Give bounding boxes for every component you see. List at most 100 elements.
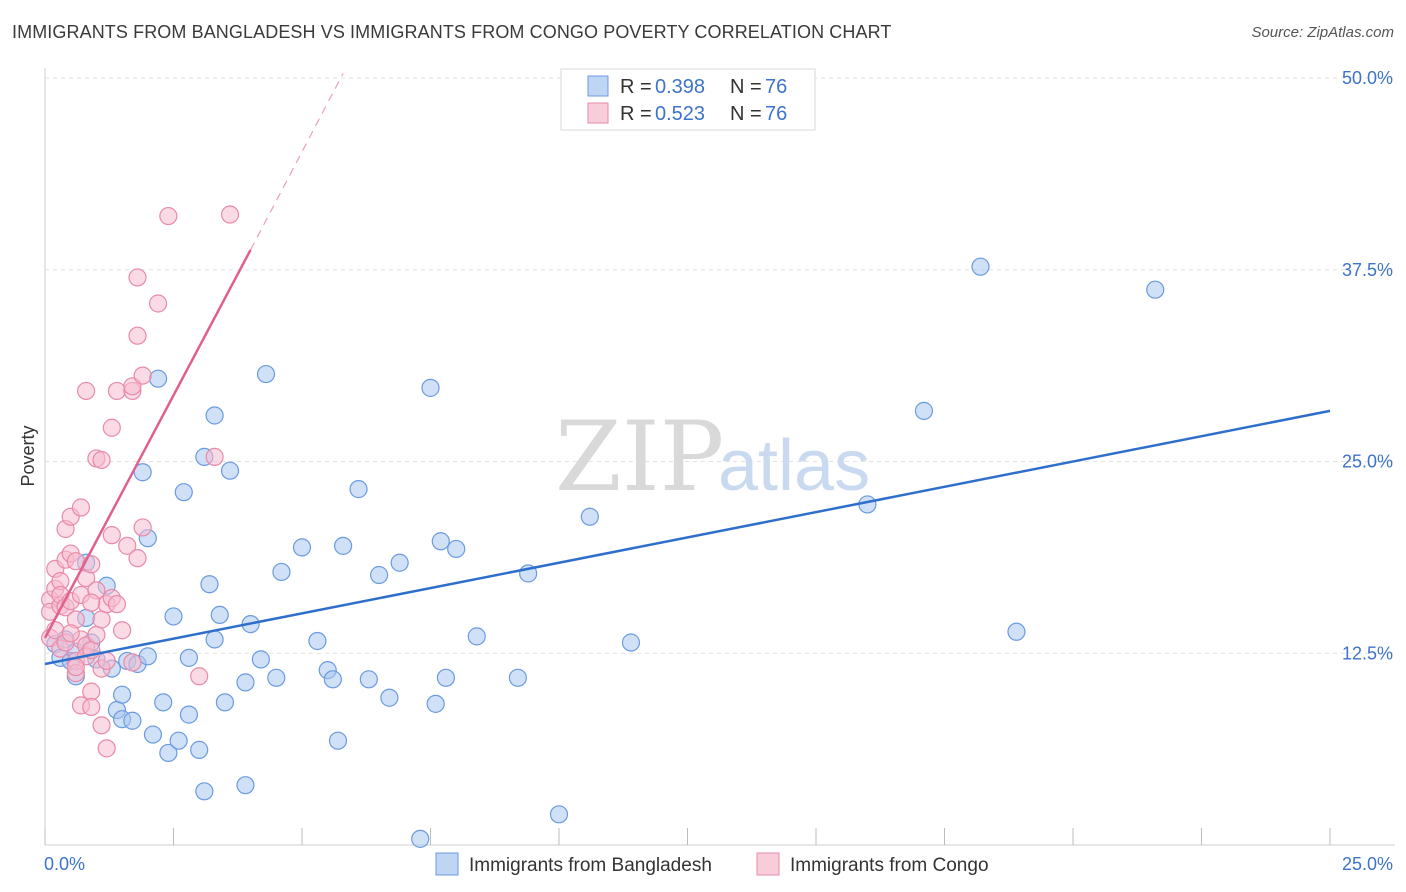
point-0-52 — [349, 480, 368, 499]
point-0-33 — [200, 575, 219, 594]
point-1-59 — [159, 206, 178, 226]
point-1-47 — [107, 381, 127, 401]
trend-line-1 — [43, 249, 252, 639]
point-0-71 — [971, 257, 990, 276]
point-1-41 — [97, 651, 116, 671]
point-1-64 — [61, 624, 80, 643]
point-0-13 — [112, 685, 132, 704]
legend-n-label-0: N = — [730, 76, 767, 98]
y-tick-label-3: 50.0% — [1342, 68, 1393, 88]
point-0-51 — [334, 536, 353, 555]
series-congo — [41, 205, 240, 758]
point-1-61 — [205, 447, 224, 466]
point-0-70 — [914, 401, 934, 420]
point-0-21 — [143, 725, 163, 744]
point-0-26 — [169, 731, 188, 750]
point-1-63 — [66, 657, 85, 677]
x-tick-labels: 0.0% 25.0% — [44, 854, 1393, 874]
point-0-50 — [328, 731, 348, 750]
top-legend: R = 0.398 N = 76 R = 0.523 N = 76 — [560, 68, 816, 131]
point-0-54 — [370, 565, 389, 585]
point-1-53 — [128, 549, 147, 568]
point-0-37 — [215, 693, 234, 712]
point-0-64 — [508, 668, 527, 687]
point-0-43 — [256, 364, 276, 384]
point-1-28 — [77, 381, 96, 401]
point-1-36 — [92, 450, 111, 470]
point-0-69 — [858, 495, 877, 514]
point-0-49 — [323, 670, 342, 689]
point-0-44 — [267, 668, 286, 687]
point-0-38 — [220, 461, 240, 480]
trend-extension-1 — [250, 73, 344, 251]
point-1-51 — [123, 653, 142, 672]
y-axis-label: Poverty — [18, 425, 38, 486]
point-0-47 — [308, 631, 327, 651]
point-0-68 — [621, 633, 641, 652]
point-0-60 — [431, 532, 450, 551]
legend-n-label-1: N = — [730, 103, 767, 125]
point-1-31 — [82, 682, 101, 701]
legend-r-label-0: R = — [620, 76, 657, 98]
point-1-49 — [118, 536, 137, 555]
point-1-32 — [82, 697, 101, 717]
point-0-42 — [251, 650, 270, 669]
point-1-65 — [82, 593, 101, 612]
point-1-55 — [128, 326, 147, 345]
y-tick-labels: 12.5% 25.0% 37.5% 50.0% — [1342, 68, 1393, 663]
point-0-59 — [426, 694, 445, 713]
point-0-39 — [236, 776, 255, 795]
point-0-16 — [123, 711, 142, 730]
watermark-zip: ZIP — [555, 401, 724, 513]
legend-swatch-bangladesh — [587, 75, 609, 97]
point-0-27 — [174, 483, 193, 502]
legend-r-value-0: 0.398 — [655, 76, 705, 98]
point-1-37 — [92, 610, 111, 629]
trend-line-0 — [44, 409, 1331, 666]
y-tick-label-0: 12.5% — [1342, 643, 1393, 663]
point-0-24 — [159, 743, 178, 763]
point-0-35 — [205, 406, 224, 425]
watermark-atlas: atlas — [718, 426, 870, 506]
point-1-62 — [220, 205, 240, 224]
point-0-23 — [154, 693, 173, 712]
grid-lines — [45, 77, 1395, 654]
point-0-67 — [580, 507, 599, 526]
point-0-56 — [390, 553, 409, 572]
axes — [44, 68, 1395, 846]
point-1-22 — [71, 498, 91, 517]
y-tick-label-1: 25.0% — [1342, 452, 1393, 472]
point-0-34 — [205, 630, 224, 649]
point-0-25 — [164, 607, 183, 626]
legend-r-label-1: R = — [620, 103, 657, 125]
point-0-36 — [210, 605, 229, 625]
bottom-legend-label-bangladesh: Immigrants from Bangladesh — [469, 855, 712, 876]
point-1-57 — [133, 518, 152, 537]
point-0-73 — [1146, 280, 1165, 299]
bottom-legend: Immigrants from Bangladesh Immigrants fr… — [435, 852, 989, 876]
point-0-29 — [179, 705, 199, 724]
point-0-72 — [1007, 622, 1026, 641]
point-1-42 — [97, 739, 116, 758]
bottom-legend-swatch-bangladesh — [435, 852, 459, 876]
point-0-61 — [436, 668, 456, 687]
point-0-66 — [549, 805, 569, 824]
legend-r-value-1: 0.523 — [655, 103, 705, 125]
point-0-45 — [272, 562, 291, 582]
point-0-30 — [190, 740, 209, 759]
point-0-46 — [292, 538, 312, 557]
x-tick-label-1: 25.0% — [1342, 854, 1393, 874]
bottom-legend-label-congo: Immigrants from Congo — [790, 855, 989, 876]
legend-n-value-1: 76 — [765, 103, 787, 125]
point-0-63 — [467, 627, 486, 646]
point-0-19 — [138, 647, 157, 666]
point-1-35 — [87, 625, 106, 644]
point-0-40 — [236, 673, 255, 692]
point-0-58 — [421, 378, 440, 397]
point-1-39 — [92, 716, 111, 735]
point-0-28 — [179, 648, 199, 667]
point-1-44 — [102, 418, 121, 437]
point-1-48 — [112, 621, 132, 640]
point-1-46 — [107, 595, 127, 614]
